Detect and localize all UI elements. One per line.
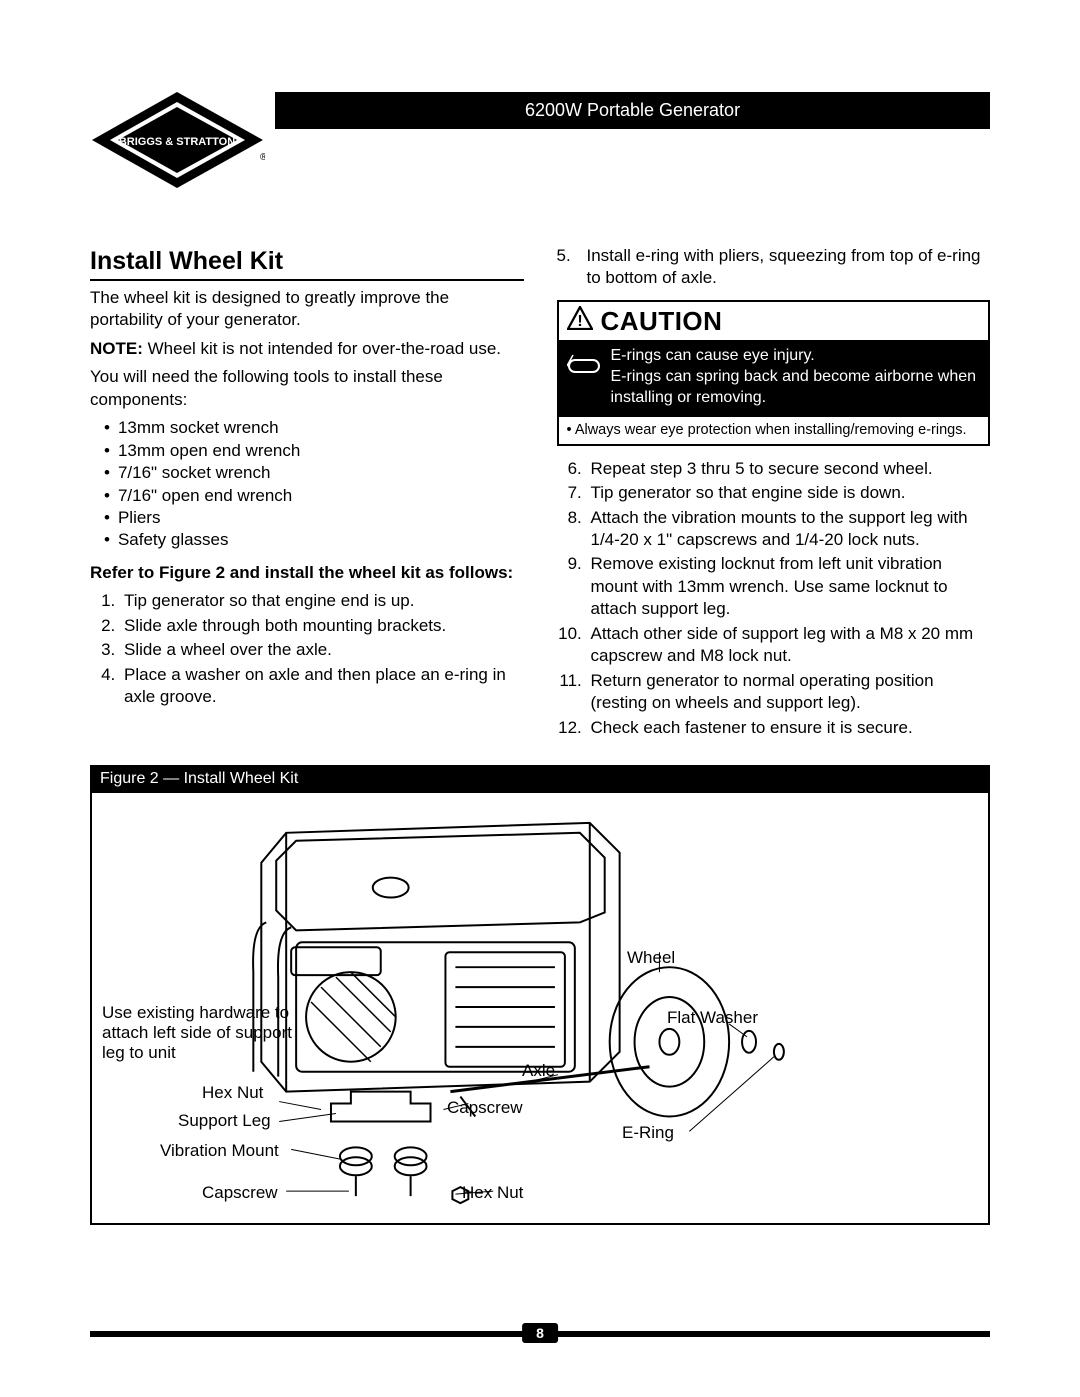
- steps-list-right: Repeat step 3 thru 5 to secure second wh…: [557, 458, 991, 739]
- step-item: Check each fastener to ensure it is secu…: [587, 717, 991, 739]
- caution-header: ! CAUTION: [559, 302, 989, 340]
- tool-item: Pliers: [90, 507, 524, 529]
- refer-text: Refer to Figure 2 and install the wheel …: [90, 562, 524, 584]
- label-wheel: Wheel: [627, 948, 675, 968]
- figure-title-bar: Figure 2 — Install Wheel Kit: [90, 765, 990, 793]
- tools-list: 13mm socket wrench 13mm open end wrench …: [90, 417, 524, 552]
- note-text: Wheel kit is not intended for over-the-r…: [143, 339, 501, 358]
- step-5-number: 5.: [557, 245, 587, 290]
- label-capscrew-2: Capscrew: [447, 1098, 523, 1118]
- caution-line-2: E-rings can spring back and become airbo…: [611, 367, 981, 409]
- caution-bullet: Always wear eye protection when installi…: [559, 417, 989, 444]
- product-title-bar: 6200W Portable Generator: [275, 92, 990, 129]
- steps-list-left: Tip generator so that engine end is up. …: [90, 590, 524, 708]
- label-e-ring: E-Ring: [622, 1123, 674, 1143]
- label-flat-washer: Flat Washer: [667, 1008, 758, 1028]
- step-item: Slide a wheel over the axle.: [120, 639, 524, 661]
- caution-black-text: E-rings can cause eye injury. E-rings ca…: [611, 346, 981, 408]
- page-number: 8: [522, 1323, 558, 1343]
- label-support-leg: Support Leg: [178, 1111, 271, 1131]
- step-item: Return generator to normal operating pos…: [587, 670, 991, 715]
- left-column: Install Wheel Kit The wheel kit is desig…: [90, 245, 524, 741]
- step-5-row: 5. Install e-ring with pliers, squeezing…: [557, 245, 991, 290]
- step-item: Repeat step 3 thru 5 to secure second wh…: [587, 458, 991, 480]
- label-hex-nut-1: Hex Nut: [202, 1083, 263, 1103]
- caution-box: ! CAUTION E-rings can cause eye injury.: [557, 300, 991, 446]
- page-number-bar: 8: [90, 1331, 990, 1337]
- tool-item: 13mm open end wrench: [90, 440, 524, 462]
- header-row: BRIGGS & STRATTON ® 6200W Portable Gener…: [90, 90, 990, 195]
- tool-item: 7/16" open end wrench: [90, 485, 524, 507]
- caution-black-panel: E-rings can cause eye injury. E-rings ca…: [559, 340, 989, 416]
- note-label: NOTE:: [90, 339, 143, 358]
- caution-line-1: E-rings can cause eye injury.: [611, 346, 981, 367]
- step-5-text: Install e-ring with pliers, squeezing fr…: [587, 245, 991, 290]
- tool-item: 13mm socket wrench: [90, 417, 524, 439]
- tool-item: Safety glasses: [90, 529, 524, 551]
- label-vibration-mount: Vibration Mount: [160, 1141, 279, 1161]
- caution-word: CAUTION: [601, 304, 723, 338]
- step-item: Attach the vibration mounts to the suppo…: [587, 507, 991, 552]
- label-use-existing: Use existing hardware to attach left sid…: [102, 1003, 292, 1063]
- step-item: Attach other side of support leg with a …: [587, 623, 991, 668]
- content-columns: Install Wheel Kit The wheel kit is desig…: [90, 245, 990, 741]
- right-column: 5. Install e-ring with pliers, squeezing…: [557, 245, 991, 741]
- warning-triangle-icon: !: [567, 306, 593, 337]
- step-item: Tip generator so that engine side is dow…: [587, 482, 991, 504]
- intro-text: The wheel kit is designed to greatly imp…: [90, 287, 524, 332]
- step-item: Place a washer on axle and then place an…: [120, 664, 524, 709]
- goggles-icon: [567, 349, 601, 386]
- step-item: Remove existing locknut from left unit v…: [587, 553, 991, 620]
- logo-text: BRIGGS & STRATTON: [119, 136, 235, 148]
- svg-text:!: !: [577, 313, 582, 330]
- step-item: Tip generator so that engine end is up.: [120, 590, 524, 612]
- label-axle: Axle: [522, 1061, 555, 1081]
- figure-box: Use existing hardware to attach left sid…: [90, 793, 990, 1225]
- tool-item: 7/16" socket wrench: [90, 462, 524, 484]
- step-item: Slide axle through both mounting bracket…: [120, 615, 524, 637]
- label-hex-nut-2: Hex Nut: [462, 1183, 523, 1203]
- tools-intro: You will need the following tools to ins…: [90, 366, 524, 411]
- trademark-symbol: ®: [260, 152, 265, 163]
- section-title: Install Wheel Kit: [90, 245, 524, 281]
- brand-logo: BRIGGS & STRATTON ®: [90, 90, 265, 195]
- label-capscrew-1: Capscrew: [202, 1183, 278, 1203]
- note-line: NOTE: Wheel kit is not intended for over…: [90, 338, 524, 360]
